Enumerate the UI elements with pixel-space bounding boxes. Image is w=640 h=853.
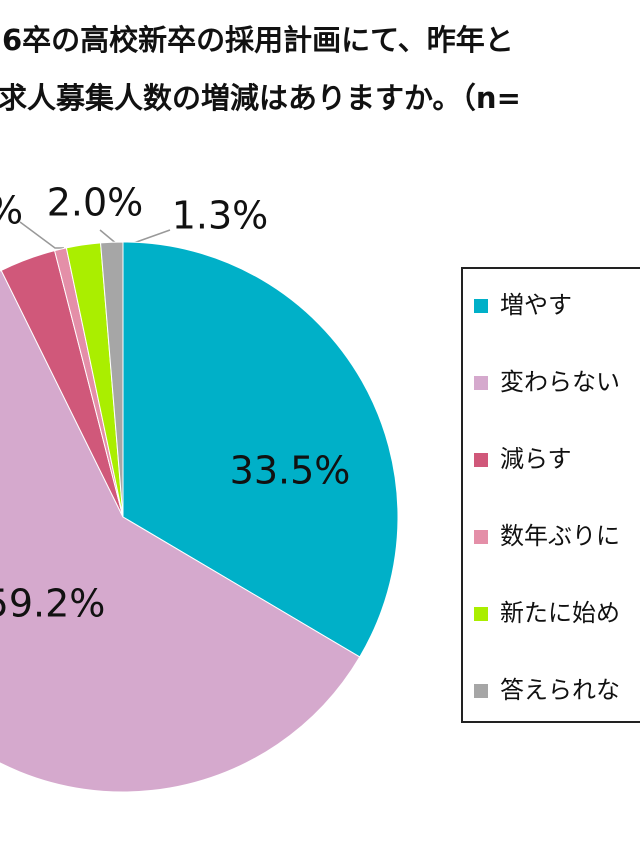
chart-title: 6卒の高校新卒の採用計画にて、昨年と: [2, 23, 514, 57]
legend-marker: [474, 376, 488, 390]
legend-box: [461, 267, 640, 723]
pie-slice: [100, 241, 124, 518]
data-label: 33.5%: [230, 449, 351, 493]
data-label: %: [0, 189, 23, 233]
data-label: 59.2%: [0, 582, 105, 626]
legend-marker: [474, 684, 488, 698]
leader-line: [19, 221, 64, 249]
legend-label: 変わらない: [500, 368, 620, 396]
legend-label: 減らす: [500, 445, 572, 473]
chart-title: 求人募集人数の増減はありますか。（n=: [0, 81, 521, 115]
legend-label: 新たに始め: [500, 599, 620, 627]
data-label: 1.3%: [172, 194, 269, 238]
legend-label: 増やす: [500, 291, 572, 319]
data-label: 2.0%: [47, 181, 144, 225]
legend-marker: [474, 299, 488, 313]
legend-marker: [474, 453, 488, 467]
legend-marker: [474, 607, 488, 621]
legend-label: 数年ぶりに: [500, 522, 620, 550]
pie-slice: [122, 241, 399, 658]
pie-slice: [0, 269, 361, 793]
legend-label: 答えられな: [500, 676, 620, 704]
legend-marker: [474, 530, 488, 544]
